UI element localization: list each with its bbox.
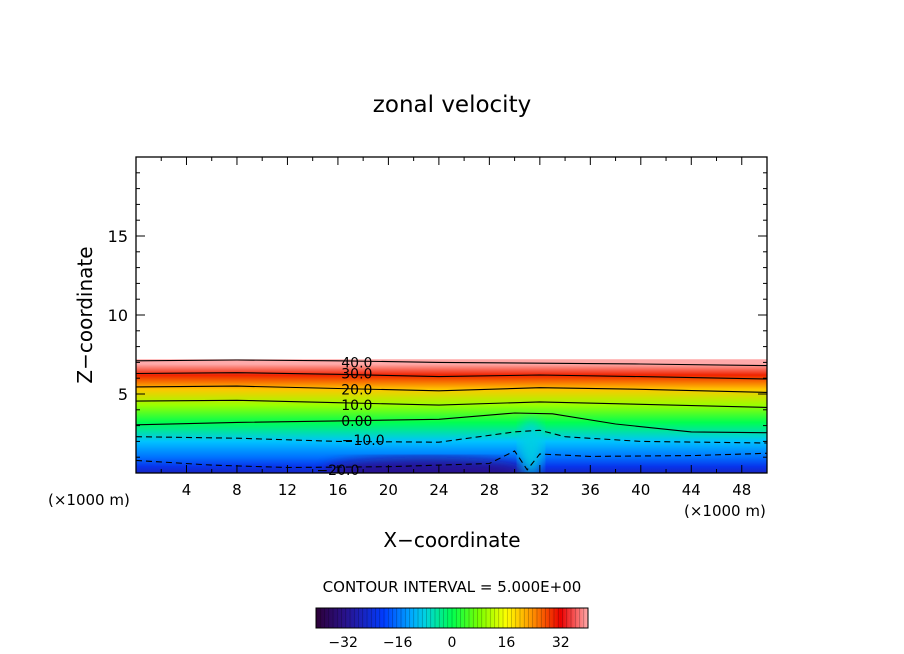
x-tick-label: 28 (480, 481, 499, 499)
contour-label: 0.00 (341, 414, 372, 430)
y-axis-label: Z−coordinate (73, 246, 97, 383)
velocity-field (136, 359, 767, 473)
contour-line (136, 385, 767, 393)
contour-labels: 40.030.020.010.00.00−10.0−20.0 (316, 355, 384, 478)
contour-line (136, 399, 767, 408)
colorbar-bar (315, 607, 589, 629)
x-tick-label: 20 (379, 481, 398, 499)
colorbar-bands (319, 608, 585, 628)
x-tick-label: 36 (581, 481, 600, 499)
contour-line (136, 450, 767, 471)
y-axis-ticks: 5 10 15 (108, 172, 767, 458)
contour-label: 20.0 (341, 382, 372, 398)
colorbar-tick-label: 0 (448, 635, 457, 651)
colorbar-tick-label: 32 (552, 635, 570, 651)
x-tick-label: 48 (732, 481, 751, 499)
x-unit-right: (×1000 m) (684, 502, 766, 520)
colorbar: −32 −16 0 16 32 (315, 607, 589, 651)
x-tick-label: 12 (278, 481, 297, 499)
contour-line (136, 372, 767, 380)
contour-label: 30.0 (341, 366, 372, 382)
x-axis-label: X−coordinate (383, 528, 520, 552)
y-tick-label: 15 (108, 227, 128, 246)
field-fill (136, 359, 767, 473)
x-axis-ticks: 4 8 12 16 20 24 28 32 36 40 44 48 (160, 157, 751, 499)
contour-line (136, 412, 767, 434)
y-tick-label: 5 (118, 385, 128, 404)
colorbar-tick-label: −32 (328, 635, 358, 651)
chart-title: zonal velocity (373, 92, 531, 118)
colorbar-ticks: −32 −16 0 16 32 (328, 635, 569, 651)
x-tick-label: 24 (429, 481, 448, 499)
contour-line (136, 429, 767, 444)
x-tick-label: 44 (682, 481, 701, 499)
x-tick-label: 8 (232, 481, 242, 499)
contour-label: 10.0 (341, 398, 372, 414)
y-tick-label: 10 (108, 306, 128, 325)
contour-label: −10.0 (342, 433, 385, 449)
x-tick-label: 32 (530, 481, 549, 499)
contour-lines (136, 359, 767, 471)
colorbar-tick-label: 16 (497, 635, 515, 651)
contour-interval-text: CONTOUR INTERVAL = 5.000E+00 (323, 578, 582, 596)
x-tick-label: 4 (182, 481, 192, 499)
x-unit-left: (×1000 m) (48, 491, 130, 509)
contour-line (136, 359, 767, 367)
contour-label: 40.0 (341, 355, 372, 371)
colorbar-tick-label: −16 (383, 635, 413, 651)
velocity-plume (519, 419, 544, 473)
x-tick-label: 40 (631, 481, 650, 499)
x-tick-label: 16 (328, 481, 347, 499)
